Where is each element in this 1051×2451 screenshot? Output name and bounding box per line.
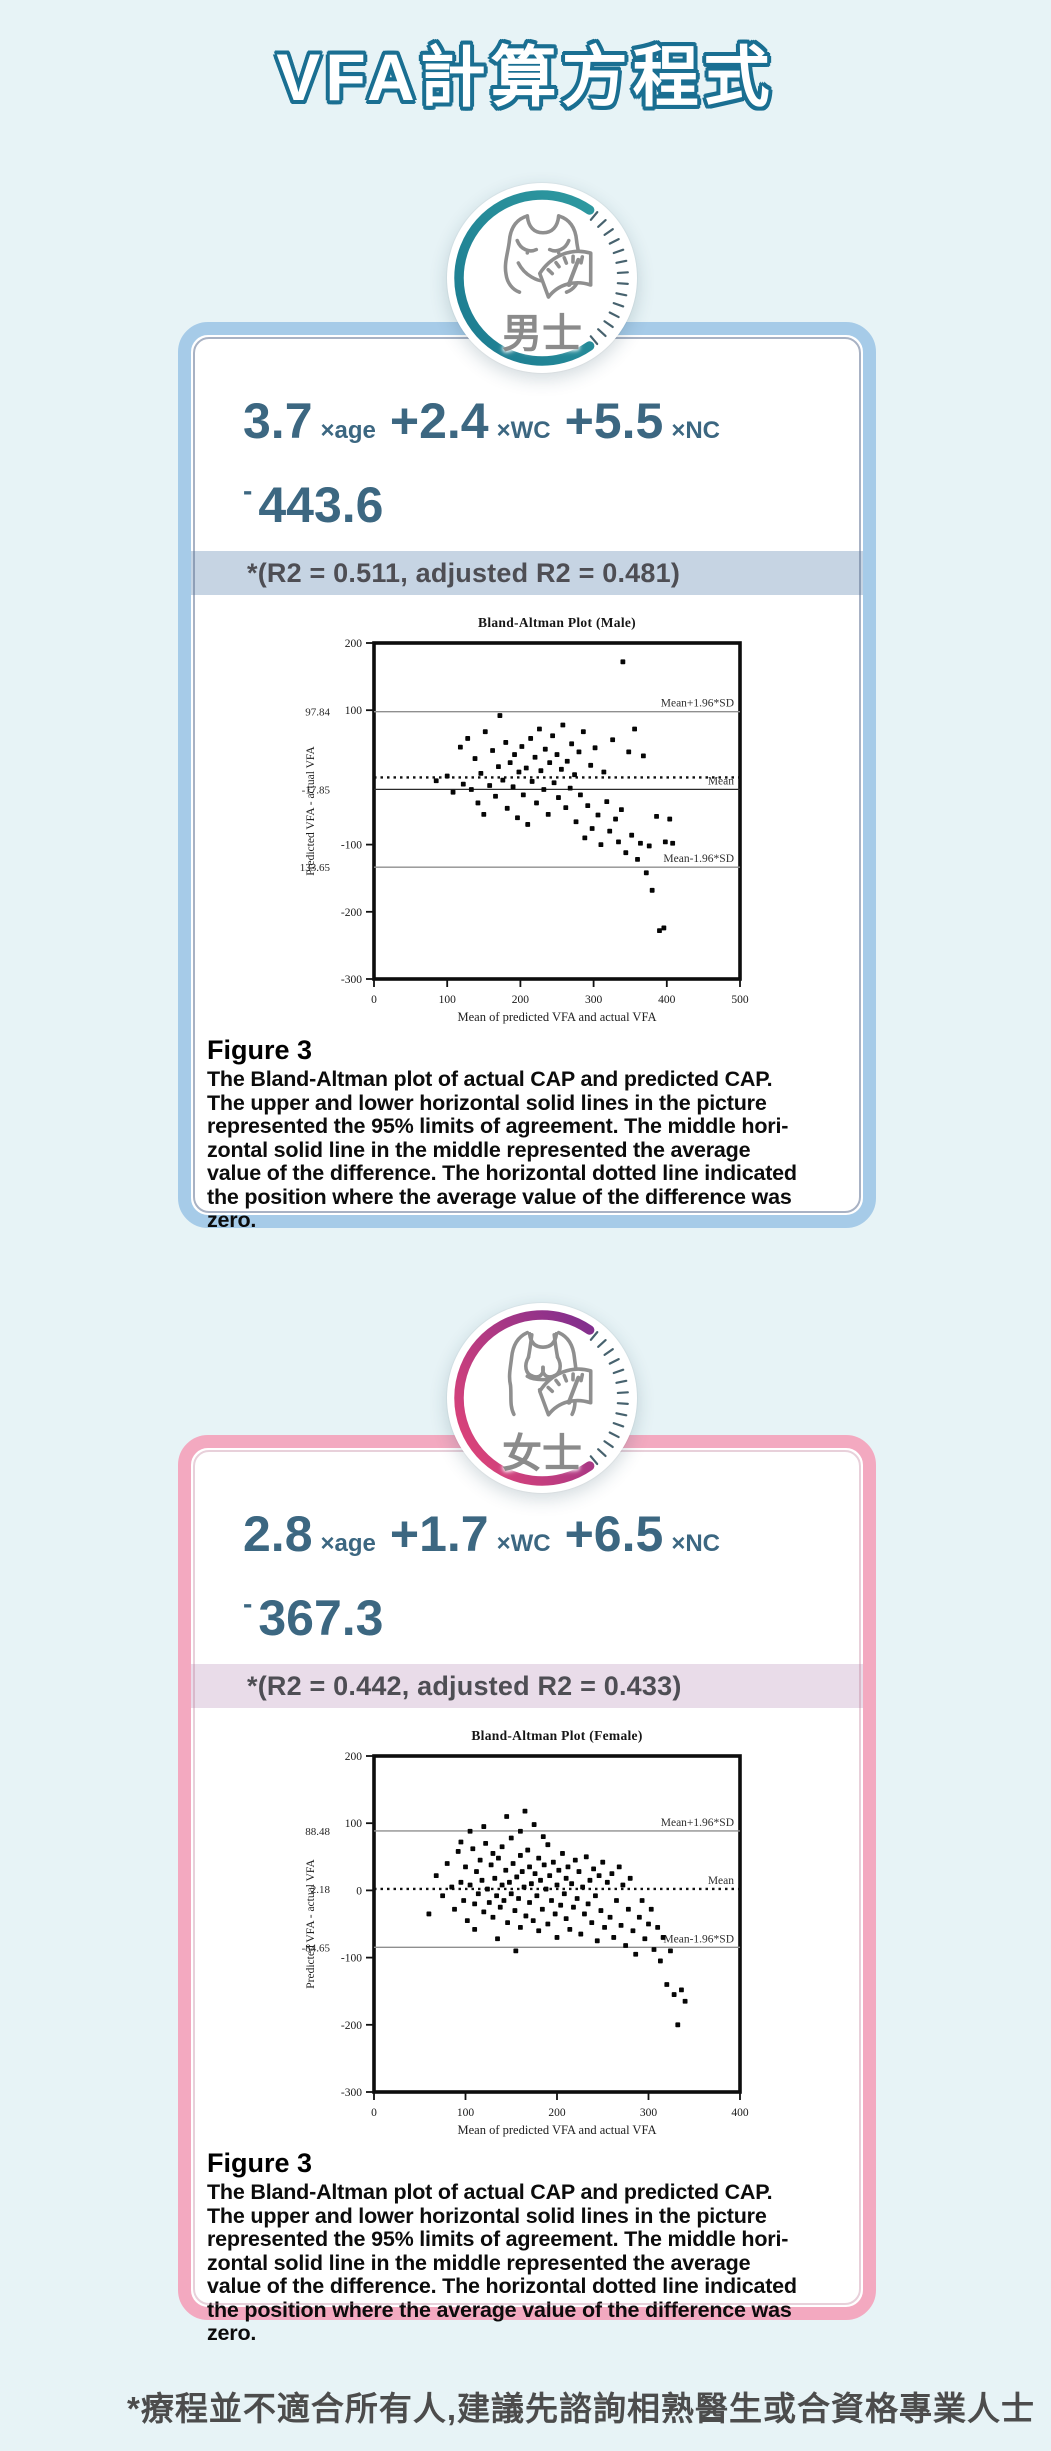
eq-minus-sign: - (243, 475, 253, 506)
svg-text:Mean-1.96*SD: Mean-1.96*SD (663, 853, 734, 865)
figure-caption: The Bland-Altman plot of actual CAP and … (207, 2180, 797, 2345)
eq-variable: ×age (320, 1530, 376, 1557)
svg-text:0: 0 (356, 1885, 362, 1897)
female-figure-icon (507, 1330, 593, 1417)
svg-text:400: 400 (731, 2107, 749, 2119)
scale-icon (537, 249, 593, 299)
male-gauge-icon: 男士 (447, 183, 637, 373)
svg-text:Mean of predicted VFA and actu: Mean of predicted VFA and actual VFA (457, 2123, 656, 2137)
figure-label: Figure 3 (207, 1035, 313, 1065)
male-equation: 3.7 ×age +2.4 ×WC +5.5 ×NC -443.6 (227, 391, 833, 535)
eq-coefficient: +2.4 (389, 393, 489, 449)
svg-text:300: 300 (585, 994, 603, 1006)
svg-text:-200: -200 (341, 2020, 362, 2032)
male-r2-note: *(R2 = 0.511, adjusted R2 = 0.481) (191, 551, 863, 595)
svg-text:97.84: 97.84 (305, 707, 330, 719)
figure-caption: The Bland-Altman plot of actual CAP and … (207, 1067, 797, 1232)
svg-text:Predicted VFA - actual VFA: Predicted VFA - actual VFA (305, 1859, 317, 1989)
eq-constant-line: -443.6 (243, 461, 833, 535)
disclaimer-text: *療程並不適合所有人,建議先諮詢相熟醫生或合資格專業人士 (126, 2390, 1035, 2427)
figure-label: Figure 3 (207, 2148, 313, 2178)
svg-text:Bland-Altman Plot (Male): Bland-Altman Plot (Male) (478, 615, 636, 630)
svg-text:100: 100 (345, 705, 363, 717)
eq-variable: ×NC (671, 417, 721, 444)
svg-text:-84.65: -84.65 (302, 1942, 331, 1954)
eq-coefficient: +6.5 (564, 1506, 664, 1562)
female-r2-note: *(R2 = 0.442, adjusted R2 = 0.433) (191, 1664, 863, 1708)
svg-text:200: 200 (548, 2107, 566, 2119)
eq-coefficient: 2.8 (243, 1506, 313, 1562)
svg-text:Predicted VFA - actual VFA: Predicted VFA - actual VFA (305, 746, 317, 876)
eq-constant-line: -367.3 (243, 1574, 833, 1648)
svg-text:Bland-Altman Plot (Female): Bland-Altman Plot (Female) (471, 1728, 642, 1743)
svg-text:Mean: Mean (708, 1875, 734, 1887)
svg-text:88.48: 88.48 (305, 1826, 330, 1838)
svg-text:200: 200 (345, 638, 363, 650)
gauge-arc (454, 1310, 595, 1486)
svg-text:-300: -300 (341, 974, 362, 986)
male-figure-icon (503, 214, 593, 299)
svg-text:2.18: 2.18 (311, 1884, 331, 1896)
female-card: 2.8 ×age +1.7 ×WC +6.5 ×NC -367.3 *(R2 = 0.44… (178, 1435, 876, 2345)
male-card: 3.7 ×age +2.4 ×WC +5.5 ×NC -443.6 *(R2 = 0.51… (178, 322, 876, 1232)
svg-text:-17.85: -17.85 (302, 784, 331, 796)
female-badge-label: 女士 (502, 1432, 582, 1476)
svg-text:-133.65: -133.65 (300, 862, 330, 874)
svg-text:Mean+1.96*SD: Mean+1.96*SD (661, 1817, 734, 1829)
svg-text:300: 300 (640, 2107, 658, 2119)
svg-text:Mean-1.96*SD: Mean-1.96*SD (663, 1933, 734, 1945)
female-gauge-svg (453, 1309, 631, 1487)
svg-text:Mean of predicted VFA and actu: Mean of predicted VFA and actual VFA (457, 1010, 656, 1024)
svg-text:Mean: Mean (708, 775, 734, 787)
bland-altman-plot-female: Bland-Altman Plot (Female) 200 100 0 -100 -20… (302, 1728, 749, 2137)
svg-text:400: 400 (658, 994, 676, 1006)
svg-text:-300: -300 (341, 2087, 362, 2099)
svg-text:100: 100 (439, 994, 457, 1006)
svg-text:Mean+1.96*SD: Mean+1.96*SD (661, 698, 734, 710)
male-gauge-svg (453, 189, 631, 367)
bland-altman-plot-male: Bland-Altman Plot (Male) 200 100 -100 -200 -3… (300, 615, 749, 1024)
female-gauge-icon: 女士 (447, 1303, 637, 1493)
eq-constant: 367.3 (258, 1590, 384, 1646)
eq-variable: ×WC (496, 1530, 551, 1557)
eq-coefficient: 3.7 (243, 393, 313, 449)
female-equation: 2.8 ×age +1.7 ×WC +6.5 ×NC -367.3 (227, 1504, 833, 1648)
eq-variable: ×NC (671, 1530, 721, 1557)
eq-coefficient: +5.5 (564, 393, 664, 449)
svg-text:100: 100 (345, 1818, 363, 1830)
svg-text:-100: -100 (341, 1953, 362, 1965)
svg-text:0: 0 (371, 2107, 377, 2119)
svg-text:500: 500 (731, 994, 749, 1006)
eq-variable: ×WC (496, 417, 551, 444)
svg-text:100: 100 (457, 2107, 475, 2119)
svg-text:200: 200 (345, 1751, 363, 1763)
svg-text:-200: -200 (341, 907, 362, 919)
scale-icon (537, 1367, 593, 1417)
page-title: VFA計算方程式 (276, 40, 775, 114)
eq-coefficient: +1.7 (389, 1506, 489, 1562)
eq-constant: 443.6 (258, 477, 384, 533)
eq-variable: ×age (320, 417, 376, 444)
gauge-tick-marks (589, 211, 629, 346)
eq-minus-sign: - (243, 1588, 253, 1619)
gauge-arc (454, 190, 595, 366)
svg-text:200: 200 (512, 994, 530, 1006)
svg-text:0: 0 (371, 994, 377, 1006)
gauge-tick-marks (589, 1331, 629, 1466)
male-badge-label: 男士 (502, 312, 582, 356)
svg-text:-100: -100 (341, 840, 362, 852)
